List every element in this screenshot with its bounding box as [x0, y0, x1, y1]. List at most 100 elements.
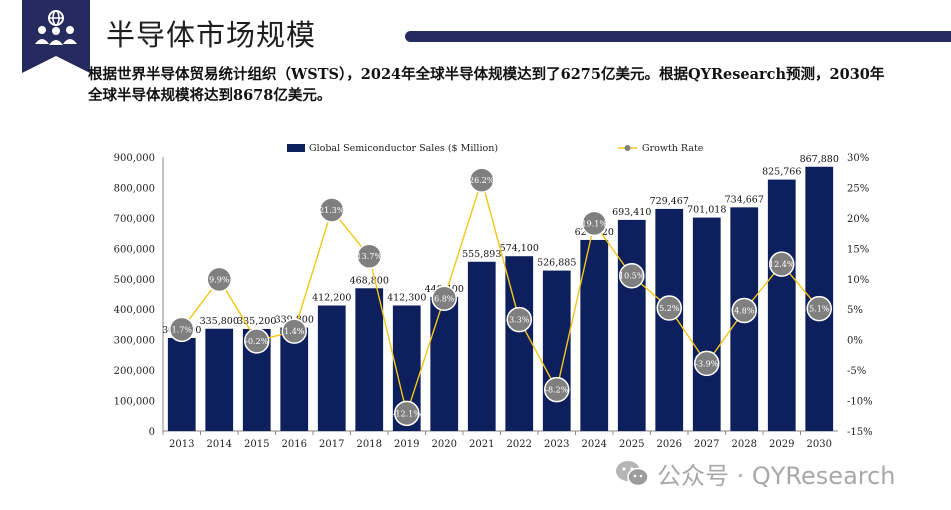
y-left-tick-label: 200,000 [114, 366, 155, 377]
x-tick-label: 2022 [507, 439, 532, 450]
y-left-tick-label: 500,000 [114, 275, 155, 286]
x-tick-label: 2029 [769, 439, 794, 450]
bar-data-label: 335,800 [200, 316, 239, 327]
y-left-tick-label: 900,000 [114, 153, 155, 164]
bar [205, 328, 234, 431]
bar [430, 296, 459, 431]
growth-point [244, 328, 270, 354]
bar [467, 261, 496, 431]
growth-data-label: 12.4% [769, 260, 795, 269]
growth-data-label: 9.9% [209, 275, 230, 284]
y-right-tick-label: -15% [847, 427, 873, 438]
y-left-tick-label: 0 [149, 427, 155, 438]
y-right-tick-label: 0% [847, 336, 863, 347]
legend-bar-swatch [287, 144, 305, 152]
x-tick-label: 2030 [807, 439, 832, 450]
legend-line-label: Growth Rate [642, 143, 704, 154]
x-tick-label: 2024 [582, 439, 607, 450]
bar [317, 305, 346, 431]
bar-data-label: 412,300 [387, 292, 426, 303]
watermark-text: 公众号 · QYResearch [657, 462, 896, 490]
growth-data-label: 5.1% [809, 305, 830, 314]
growth-data-label: 13.7% [357, 252, 383, 261]
bar-data-label: 693,410 [612, 207, 651, 218]
bar-data-label: 526,885 [537, 258, 576, 269]
legend-bar-label: Global Semiconductor Sales ($ Million) [309, 143, 498, 154]
y-left-tick-label: 800,000 [114, 183, 155, 194]
y-right-tick-label: 10% [847, 275, 869, 286]
page-title: 半导体市场规模 [106, 18, 317, 52]
growth-data-label: 4.8% [734, 306, 755, 315]
growth-data-label: 10.5% [619, 272, 645, 281]
growth-point [506, 306, 532, 333]
bar [355, 288, 384, 431]
growth-point [394, 400, 420, 427]
x-tick-label: 2013 [169, 439, 194, 450]
growth-point [619, 262, 645, 289]
x-tick-label: 2021 [469, 439, 494, 450]
growth-data-label: 5.2% [659, 304, 680, 313]
bar [580, 239, 609, 431]
x-tick-label: 2019 [394, 439, 419, 450]
x-tick-label: 2028 [732, 439, 757, 450]
bar [167, 337, 196, 431]
watermark: 公众号 · QYResearch [615, 456, 896, 491]
growth-point [694, 350, 720, 377]
y-left-tick-label: 600,000 [114, 244, 155, 255]
y-right-tick-label: 25% [847, 183, 869, 194]
bar-data-label: 701,018 [687, 205, 726, 216]
x-tick-label: 2016 [282, 439, 307, 450]
y-right-tick-label: 20% [847, 214, 869, 225]
bar-data-label: 729,467 [650, 196, 689, 207]
growth-data-label: 1.4% [284, 327, 305, 336]
x-tick-label: 2020 [432, 439, 457, 450]
x-tick-label: 2018 [357, 439, 382, 450]
growth-point [806, 295, 832, 322]
x-tick-label: 2025 [619, 439, 644, 450]
bar-data-label: 412,200 [312, 293, 351, 304]
growth-point [431, 285, 457, 312]
growth-point [769, 251, 795, 277]
bar-data-label: 825,766 [762, 167, 801, 178]
y-right-tick-label: 5% [847, 305, 863, 316]
bar [767, 179, 796, 431]
growth-data-label: -8.2% [545, 386, 568, 395]
growth-point [656, 295, 682, 321]
growth-point [469, 167, 495, 193]
bar [542, 270, 571, 431]
bar-data-label: 867,880 [800, 154, 839, 165]
growth-point [206, 266, 232, 293]
x-tick-label: 2017 [319, 439, 344, 450]
y-left-tick-label: 300,000 [114, 336, 155, 347]
x-tick-label: 2027 [694, 439, 719, 450]
growth-data-label: 6.8% [434, 294, 455, 303]
y-left-tick-label: 400,000 [114, 305, 155, 316]
bar [617, 219, 646, 431]
growth-point [356, 243, 382, 269]
y-right-tick-label: 15% [847, 244, 869, 255]
team-globe-icon [35, 10, 77, 45]
y-right-tick-label: -10% [847, 397, 873, 408]
growth-data-label: -0.2% [245, 337, 268, 346]
bar [280, 327, 309, 431]
x-tick-label: 2015 [244, 439, 269, 450]
growth-data-label: 1.7% [172, 325, 193, 334]
growth-point [544, 376, 570, 403]
growth-point [581, 210, 607, 237]
x-tick-label: 2014 [207, 439, 232, 450]
y-right-tick-label: 30% [847, 153, 869, 164]
bar-data-label: 574,100 [500, 243, 539, 254]
growth-data-label: 3.3% [509, 316, 530, 325]
growth-point [731, 297, 757, 324]
growth-point [281, 318, 307, 344]
growth-data-label: -3.9% [695, 359, 718, 368]
title-rule [405, 31, 951, 42]
x-tick-label: 2026 [657, 439, 682, 450]
growth-data-label: -12.1% [393, 409, 422, 418]
x-tick-label: 2023 [544, 439, 569, 450]
bar-data-label: 555,893 [462, 249, 501, 260]
bar-data-label: 335,200 [237, 316, 276, 327]
y-left-tick-label: 100,000 [114, 397, 155, 408]
growth-data-label: 19.1% [582, 219, 608, 228]
